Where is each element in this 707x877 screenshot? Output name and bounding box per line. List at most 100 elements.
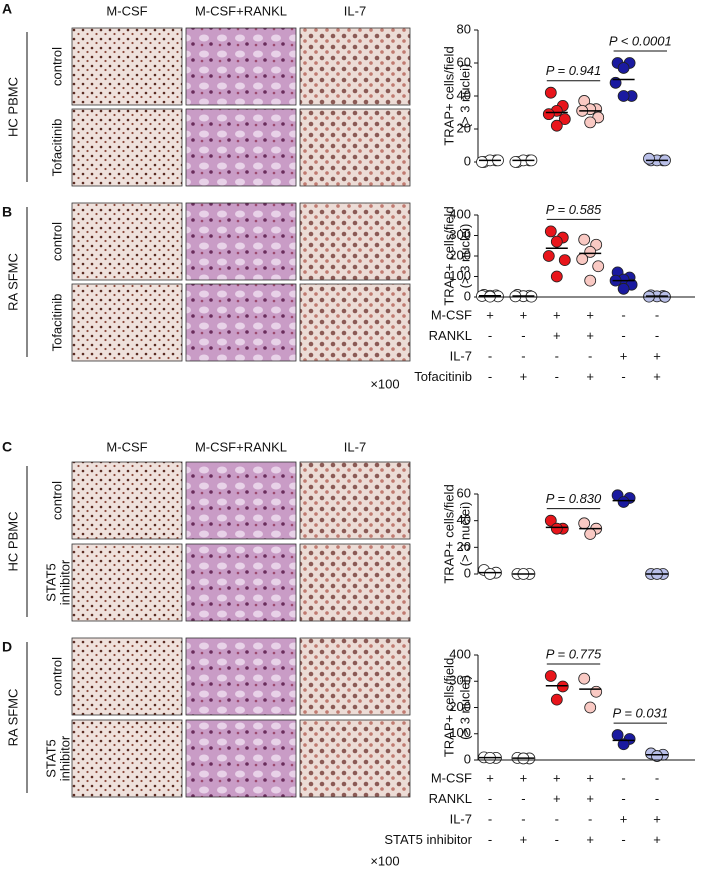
treatment-sign: + [520, 832, 528, 847]
y-axis-label: TRAP+ cells/field [441, 46, 456, 145]
micrograph [71, 637, 183, 716]
treatment-sign: + [553, 307, 561, 322]
data-point [651, 750, 663, 762]
y-axis-label: (> 3 nuclei) [457, 502, 472, 567]
y-tick-label: 60 [457, 54, 471, 69]
treatment-sign: + [520, 369, 528, 384]
p-value: P = 0.585 [546, 202, 602, 217]
y-axis-label: (> 3 nuclei) [457, 224, 472, 289]
data-point [578, 233, 591, 246]
treatment-sign: - [521, 811, 525, 826]
treatment-sign: - [488, 369, 492, 384]
row-label: Tofacitinib [49, 119, 64, 177]
y-tick-label: 0 [464, 288, 471, 303]
treatment-sign: - [621, 328, 625, 343]
column-label: IL-7 [344, 439, 366, 454]
p-value: P = 0.775 [546, 646, 602, 661]
data-point [617, 282, 630, 295]
data-point [556, 680, 569, 693]
data-point [542, 250, 555, 262]
data-point [544, 86, 557, 99]
treatment-sign: + [620, 348, 628, 363]
p-value: P = 0.830 [546, 491, 602, 506]
treatment-sign: + [586, 328, 594, 343]
data-point [592, 260, 605, 273]
data-point [550, 119, 563, 132]
group-label: HC PBMC [5, 77, 20, 137]
y-axis-label: TRAP+ cells/field [441, 206, 456, 305]
data-point [544, 670, 557, 682]
treatment-sign: + [520, 770, 528, 785]
treatment-sign: - [488, 791, 492, 806]
treatment-sign: - [555, 348, 559, 363]
treatment-sign: - [655, 791, 659, 806]
treatment-sign: - [621, 369, 625, 384]
y-axis-label: TRAP+ cells/field [441, 484, 456, 583]
treatment-sign: - [521, 348, 525, 363]
column-label: IL-7 [344, 3, 366, 18]
treatment-sign: - [555, 811, 559, 826]
data-point [550, 235, 563, 248]
treatment-sign: + [553, 770, 561, 785]
y-tick-label: 300 [449, 227, 471, 242]
data-point [617, 90, 630, 102]
data-point [590, 685, 603, 698]
data-point [578, 517, 591, 530]
treatment-label: M-CSF [431, 307, 472, 322]
treatment-label: STAT5 inhibitor [384, 832, 472, 847]
row-label: control [49, 47, 64, 86]
y-tick-label: 200 [449, 699, 471, 714]
treatment-sign: - [521, 791, 525, 806]
row-label: control [49, 481, 64, 520]
treatment-sign: + [586, 770, 594, 785]
y-tick-label: 0 [464, 153, 471, 168]
data-point [617, 62, 630, 74]
treatment-sign: - [488, 832, 492, 847]
panel-letter: B [2, 204, 12, 220]
treatment-sign: - [621, 770, 625, 785]
y-tick-label: 400 [449, 646, 471, 661]
treatment-sign: - [655, 307, 659, 322]
micrograph [299, 543, 411, 622]
treatment-sign: + [653, 369, 661, 384]
treatment-sign: + [586, 307, 594, 322]
panel-letter: C [2, 439, 12, 455]
treatment-label: RANKL [429, 791, 472, 806]
y-tick-label: 20 [457, 539, 471, 554]
treatment-sign: - [488, 328, 492, 343]
treatment-label: RANKL [429, 328, 472, 343]
micrograph [185, 637, 297, 716]
treatment-sign: - [588, 348, 592, 363]
micrograph [185, 461, 297, 540]
row-label: STAT5 [43, 563, 58, 602]
treatment-sign: - [488, 348, 492, 363]
treatment-sign: - [555, 369, 559, 384]
micrograph [71, 283, 183, 362]
y-tick-label: 100 [449, 725, 471, 740]
magnification: ×100 [370, 376, 399, 391]
y-tick-label: 60 [457, 485, 471, 500]
y-axis-label: TRAP+ cells/field [441, 658, 456, 757]
micrograph [185, 202, 297, 281]
treatment-sign: - [521, 328, 525, 343]
data-point [484, 568, 496, 580]
y-tick-label: 100 [449, 268, 471, 283]
panel-letter: A [2, 1, 12, 17]
treatment-sign: - [555, 832, 559, 847]
treatment-label: Tofacitinib [414, 369, 472, 384]
data-point [476, 156, 488, 168]
data-point [584, 528, 597, 540]
column-label: M-CSF [106, 439, 147, 454]
data-point [584, 116, 597, 129]
row-label: inhibitor [57, 735, 72, 781]
treatment-sign: + [553, 791, 561, 806]
treatment-sign: + [586, 791, 594, 806]
micrograph [299, 283, 411, 362]
row-label: inhibitor [57, 559, 72, 605]
treatment-sign: + [586, 832, 594, 847]
treatment-sign: - [621, 791, 625, 806]
micrograph [299, 637, 411, 716]
data-point [584, 274, 597, 287]
micrograph [299, 108, 411, 187]
